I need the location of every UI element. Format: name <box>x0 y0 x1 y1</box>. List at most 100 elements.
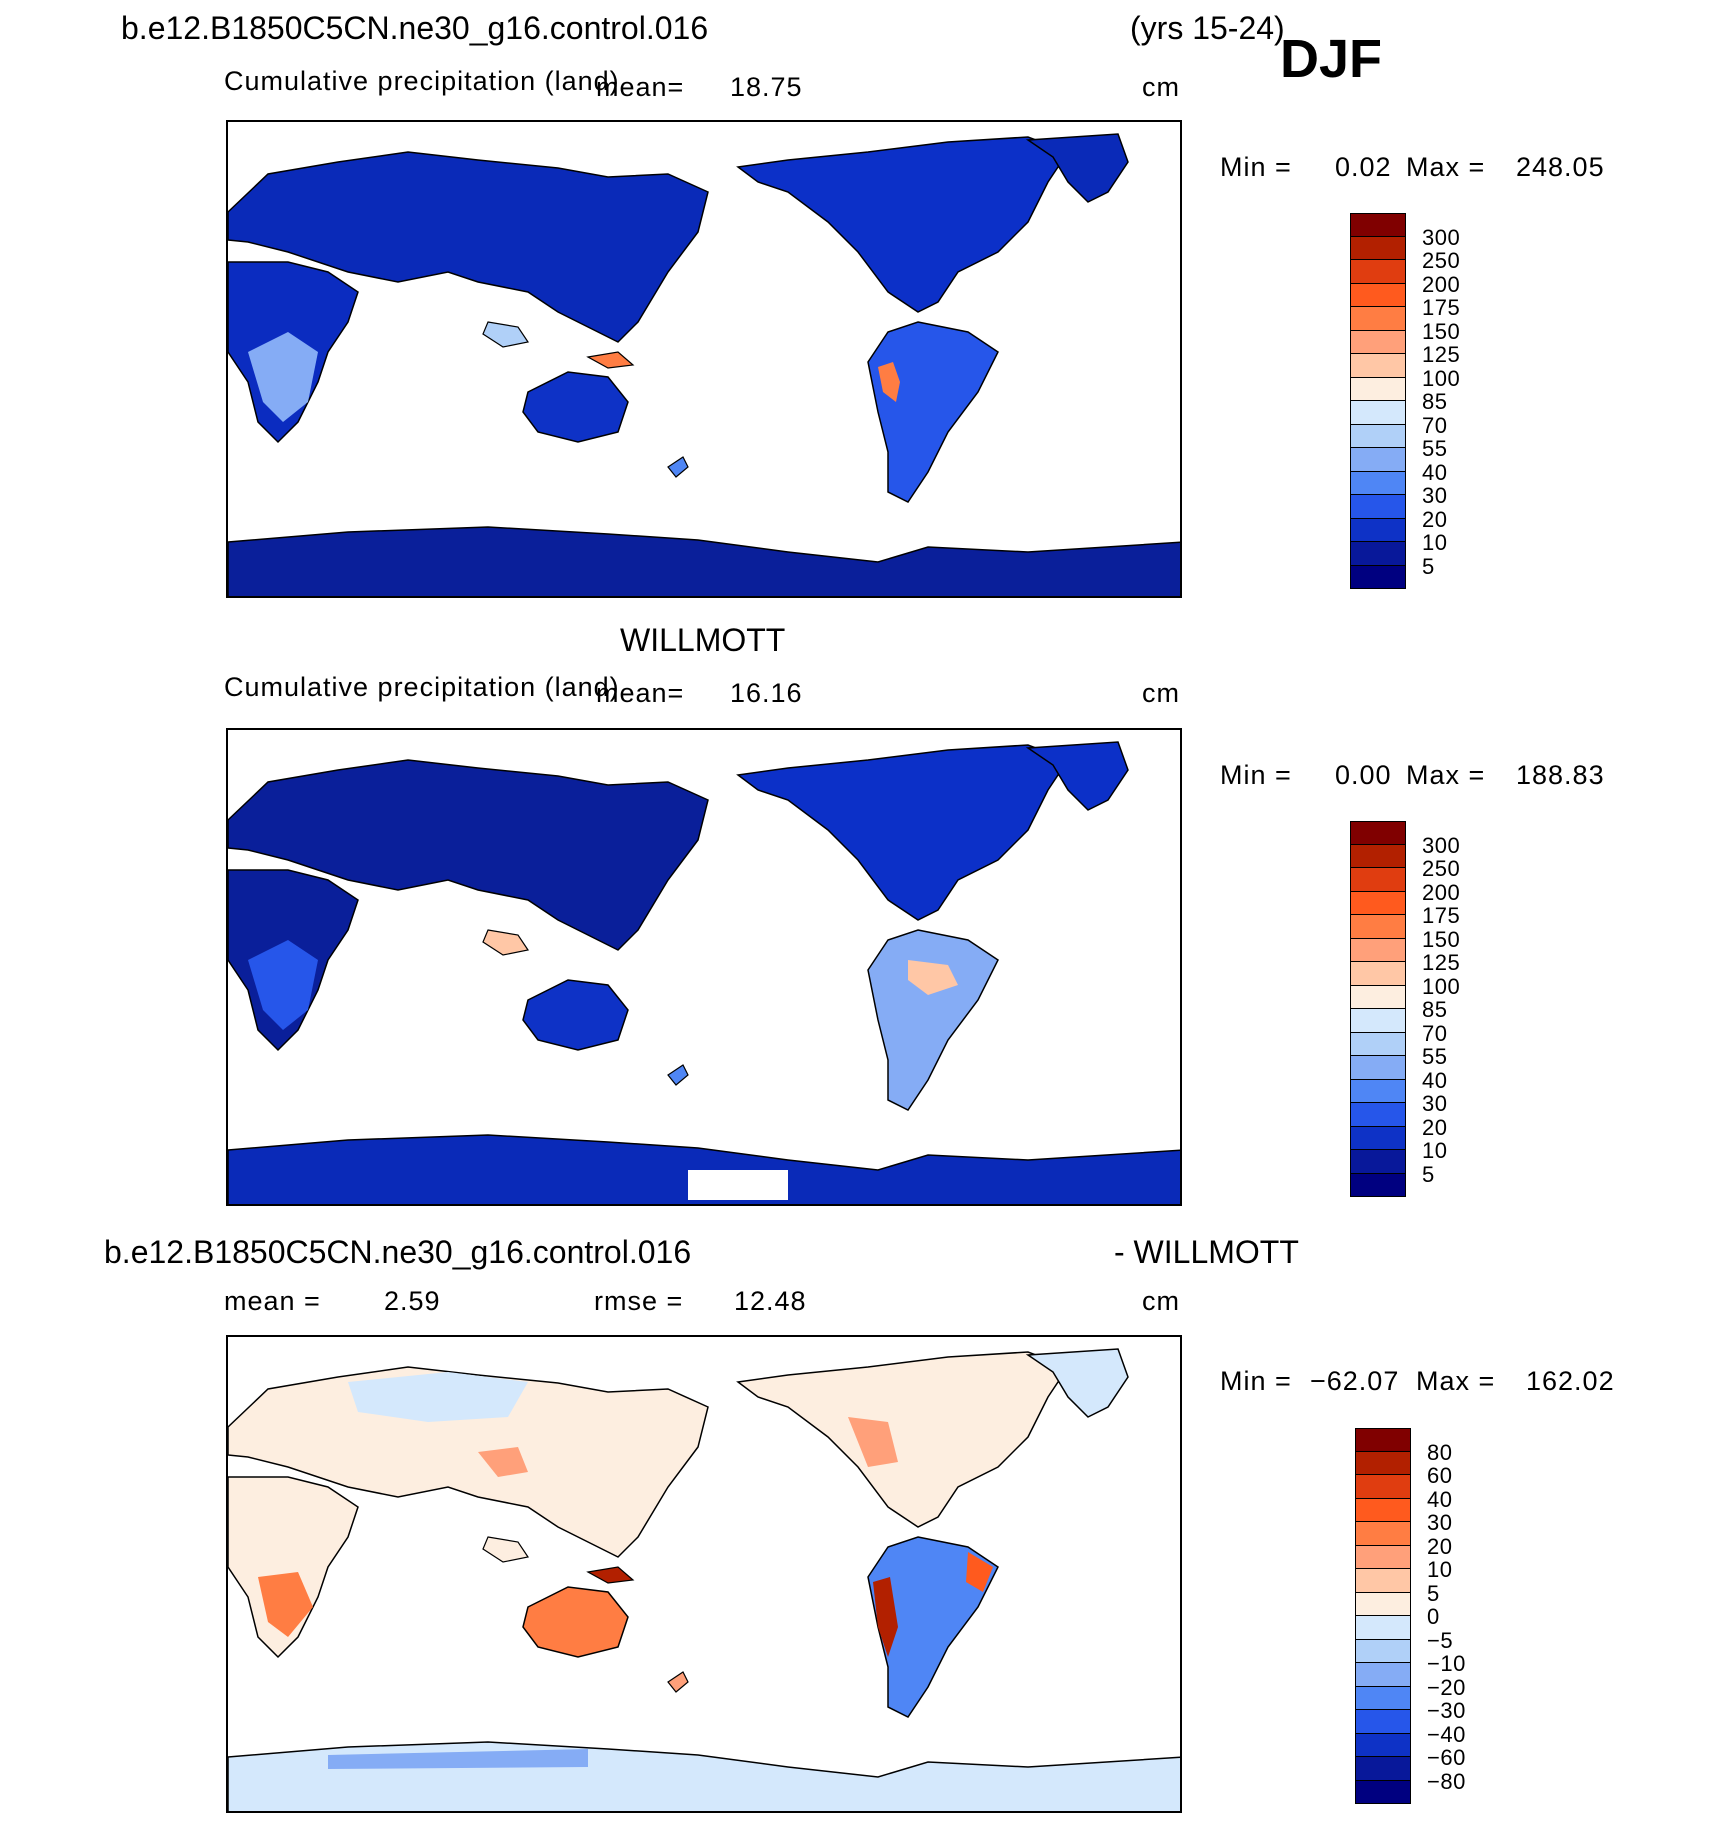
africa-land <box>228 1476 359 1659</box>
colorbar-tick-label: 5 <box>1422 553 1435 579</box>
colorbar-segment <box>1350 354 1406 378</box>
colorbar-tick-label: 200 <box>1422 879 1461 905</box>
colorbar-segment <box>1350 1173 1406 1197</box>
nz-land <box>667 1064 689 1086</box>
nz-land <box>667 1671 689 1693</box>
colorbar-segment <box>1350 471 1406 495</box>
indonesia-land <box>482 929 529 956</box>
antarctica-gap <box>688 1170 788 1200</box>
colorbar-segment <box>1355 1498 1411 1522</box>
eurasia-land <box>228 759 709 951</box>
panel1-map-svg <box>228 133 1180 596</box>
greenland-land <box>1025 133 1129 203</box>
colorbar-segment <box>1350 377 1406 401</box>
indonesia-land <box>482 1536 529 1563</box>
colorbar-tick-label: 150 <box>1422 926 1461 952</box>
north-america-land <box>736 136 1070 313</box>
panel3-mean-value: 2.59 <box>384 1286 441 1316</box>
colorbar-tick-label: 20 <box>1422 1114 1448 1140</box>
colorbar-tick-label: 300 <box>1422 224 1461 250</box>
colorbar-tick-label: −5 <box>1427 1627 1454 1653</box>
colorbar-segment <box>1350 542 1406 566</box>
panel3-land <box>228 1348 1180 1811</box>
panel3-max-label: Max = <box>1416 1366 1496 1396</box>
colorbar-segment <box>1350 821 1406 845</box>
case-title: b.e12.B1850C5CN.ne30_g16.control.016 <box>121 10 709 46</box>
colorbar-tick-label: 0 <box>1427 1604 1440 1629</box>
years-label: (yrs 15-24) <box>1130 10 1285 46</box>
colorbar-tick-label: 20 <box>1422 506 1448 532</box>
panel2-variable: Cumulative precipitation (land) <box>224 672 620 702</box>
siberia-diff <box>348 1372 528 1422</box>
colorbar-tick-label: 30 <box>1422 1091 1448 1116</box>
colorbar-tick-label: 85 <box>1422 997 1448 1022</box>
colorbar-tick-label: 250 <box>1422 856 1461 881</box>
colorbar-tick-label: −10 <box>1427 1651 1466 1676</box>
panel3-map <box>226 1335 1182 1813</box>
colorbar-tick-label: 30 <box>1422 483 1448 508</box>
panel1-mean-value: 18.75 <box>730 72 803 102</box>
australia-land <box>522 1586 629 1658</box>
panel3-rmse-label: rmse = <box>594 1286 684 1316</box>
colorbar-segment <box>1355 1639 1411 1663</box>
colorbar-segment <box>1355 1733 1411 1757</box>
panel1-max-value: 248.05 <box>1516 152 1605 182</box>
colorbar-tick-label: −80 <box>1427 1768 1466 1794</box>
panel2-title: WILLMOTT <box>620 622 786 658</box>
colorbar-tick-label: 70 <box>1422 412 1448 438</box>
colorbar-segment <box>1350 495 1406 519</box>
andes-precip <box>878 362 900 402</box>
colorbar-tick-label: 40 <box>1422 1067 1448 1093</box>
panel2-land <box>228 741 1180 1204</box>
colorbar-segment <box>1350 448 1406 472</box>
season-label: DJF <box>1280 29 1383 89</box>
colorbar-tick-label: 10 <box>1422 530 1448 555</box>
colorbar-segment <box>1350 844 1406 868</box>
eurasia-land <box>228 151 709 343</box>
south-america-land <box>867 929 999 1111</box>
new-guinea-diff <box>586 1566 635 1584</box>
colorbar-tick-label: 55 <box>1422 436 1448 461</box>
colorbar-segment <box>1350 1009 1406 1033</box>
panel1-units: cm <box>1142 72 1180 102</box>
colorbar-tick-label: 10 <box>1422 1138 1448 1163</box>
colorbar-tick-label: 125 <box>1422 342 1461 367</box>
greenland-land <box>1025 1348 1129 1418</box>
colorbar-tick-label: 70 <box>1422 1020 1448 1046</box>
panel1-min-value: 0.02 <box>1335 152 1392 182</box>
colorbar-tick-label: 125 <box>1422 950 1461 975</box>
colorbar-segment <box>1350 518 1406 542</box>
new-guinea-precip <box>586 351 635 369</box>
panel2-max-label: Max = <box>1406 760 1486 790</box>
panel3-min-label: Min = <box>1220 1366 1292 1396</box>
colorbar-tick-label: −40 <box>1427 1721 1466 1747</box>
colorbar-segment <box>1350 307 1406 331</box>
panel1-land <box>228 133 1180 596</box>
colorbar-segment <box>1350 260 1406 284</box>
panel3-max-value: 162.02 <box>1526 1366 1615 1396</box>
panel2-mean-value: 16.16 <box>730 678 803 708</box>
colorbar-segment <box>1350 938 1406 962</box>
colorbar-segment <box>1355 1663 1411 1687</box>
colorbar-segment <box>1350 330 1406 354</box>
colorbar-tick-label: 300 <box>1422 832 1461 858</box>
colorbar-tick-label: 40 <box>1422 459 1448 485</box>
colorbar-segment <box>1355 1569 1411 1593</box>
colorbar-segment <box>1350 424 1406 448</box>
colorbar-segment <box>1350 283 1406 307</box>
colorbar-tick-label: 80 <box>1427 1439 1453 1465</box>
colorbar-segment <box>1350 1103 1406 1127</box>
panel2-mean-label: mean= <box>596 678 685 708</box>
colorbar-tick-label: 150 <box>1422 318 1461 344</box>
north-america-land <box>736 744 1070 921</box>
panel2-min-label: Min = <box>1220 760 1292 790</box>
colorbar-segment <box>1355 1757 1411 1781</box>
colorbar-tick-label: 250 <box>1422 248 1461 273</box>
colorbar-segment <box>1350 1032 1406 1056</box>
panel2-map-svg <box>228 741 1180 1204</box>
colorbar-segment <box>1355 1592 1411 1616</box>
panel3-units: cm <box>1142 1286 1180 1316</box>
colorbar-segment <box>1350 985 1406 1009</box>
colorbar-tick-label: 20 <box>1427 1533 1453 1559</box>
south-america-land <box>867 1536 999 1718</box>
